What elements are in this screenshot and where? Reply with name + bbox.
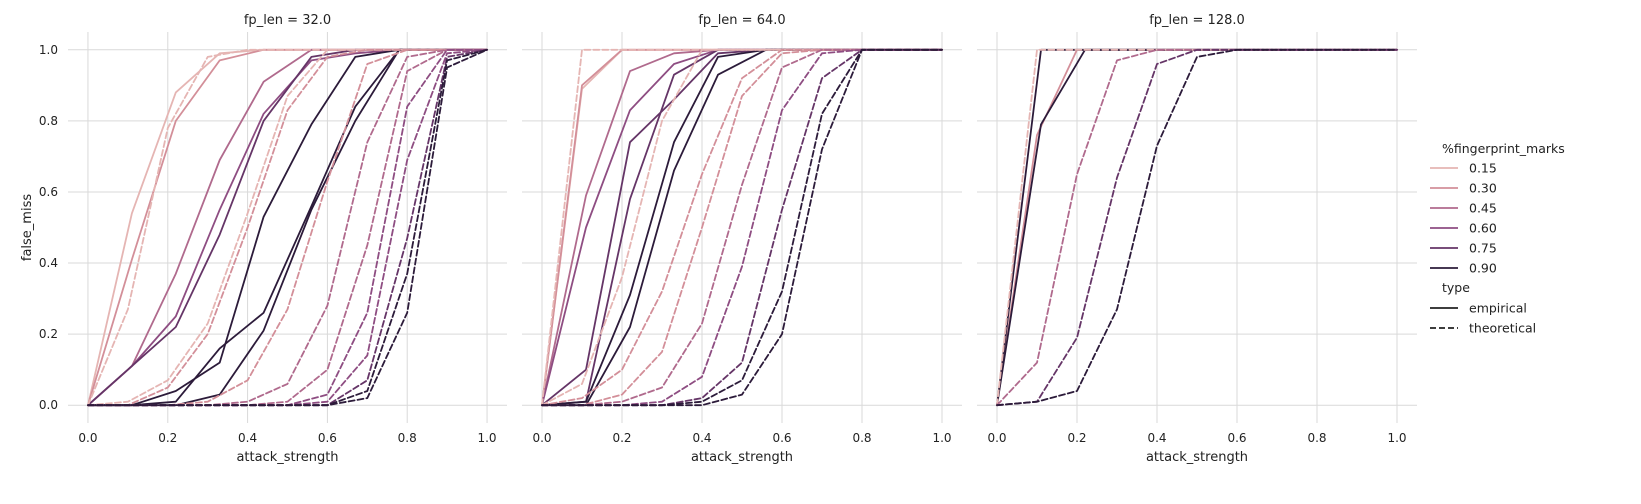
x-tick-label: 0.0: [78, 431, 97, 445]
series-line-empirical-030: [541, 48, 943, 407]
legend-label: 0.45: [1469, 201, 1497, 216]
series-line-theoretical-075: [996, 48, 1398, 407]
series-line-empirical-075: [541, 48, 943, 407]
series-line-empirical-060: [541, 48, 943, 407]
facet-title: fp_len = 128.0: [1149, 13, 1245, 28]
series-line-theoretical-090: [541, 48, 943, 407]
x-tick-label: 0.8: [1307, 431, 1326, 445]
y-tick-label: 1.0: [39, 43, 58, 57]
legend-title-hue: %fingerprint_marks: [1442, 141, 1565, 156]
x-tick-label: 0.4: [238, 431, 257, 445]
series-line-theoretical-060: [541, 48, 943, 407]
series-line-empirical-015: [541, 48, 943, 407]
series-line-empirical-090: [541, 48, 943, 407]
x-axis-label: attack_strength: [236, 450, 338, 465]
legend: %fingerprint_marks 0.15 0.30 0.45 0.60 0.75 0.…: [1430, 141, 1565, 336]
series-line-empirical-090: [996, 48, 1398, 407]
series-line-theoretical-090: [996, 48, 1398, 407]
y-tick-label: 0.8: [39, 114, 58, 128]
legend-label: 0.30: [1469, 181, 1497, 196]
legend-title-type: type: [1442, 280, 1470, 295]
series-line-theoretical-030: [541, 48, 943, 407]
series-line-empirical-090: [996, 48, 1398, 407]
series-line-empirical-075: [87, 48, 488, 407]
series-line-empirical-030: [996, 48, 1398, 407]
x-axis-label: attack_strength: [1146, 450, 1248, 465]
series-line-theoretical-015: [996, 48, 1398, 407]
facet-panel-1: fp_len = 32.0 0.0 0.2 0.4 0.6 0.8 1.0 attack_st…: [20, 13, 507, 465]
series-line-theoretical-090: [87, 48, 488, 407]
facet-title: fp_len = 32.0: [244, 13, 331, 28]
series-line-theoretical-030: [541, 48, 943, 407]
x-tick-label: 0.2: [1067, 431, 1086, 445]
x-tick-label: 0.2: [612, 431, 631, 445]
facet-panel-3: fp_len = 128.0 0.0 0.2 0.4 0.6 0.8 1.0 attack_s…: [977, 13, 1417, 465]
x-tick-label: 0.6: [1227, 431, 1246, 445]
x-tick-label: 0.2: [158, 431, 177, 445]
series-line-empirical-090: [541, 48, 943, 407]
x-tick-label: 0.8: [398, 431, 417, 445]
x-tick-label: 1.0: [477, 431, 496, 445]
series-line-theoretical-015: [541, 48, 943, 407]
x-tick-label: 0.4: [692, 431, 711, 445]
y-tick-label: 0.4: [39, 256, 58, 270]
x-tick-label: 0.0: [532, 431, 551, 445]
facet-title: fp_len = 64.0: [698, 13, 785, 28]
series-line-theoretical-045: [541, 48, 943, 407]
series-line-theoretical-075: [541, 48, 943, 407]
series-line-empirical-045: [541, 48, 943, 407]
x-tick-label: 1.0: [932, 431, 951, 445]
x-tick-label: 0.8: [852, 431, 871, 445]
x-tick-label: 0.6: [318, 431, 337, 445]
y-axis-label: false_miss: [20, 194, 35, 261]
facet-panel-2: fp_len = 64.0 0.0 0.2 0.4 0.6 0.8 1.0 attack_st…: [522, 13, 962, 465]
legend-label: theoretical: [1469, 321, 1536, 336]
series-line-theoretical-015: [541, 48, 943, 407]
series-line-empirical-075: [541, 48, 943, 407]
x-tick-label: 1.0: [1387, 431, 1406, 445]
x-tick-label: 0.4: [1147, 431, 1166, 445]
legend-label: empirical: [1469, 301, 1527, 316]
x-axis-label: attack_strength: [691, 450, 793, 465]
series-line-theoretical-045: [996, 48, 1398, 407]
x-tick-label: 0.6: [772, 431, 791, 445]
legend-label: 0.75: [1469, 241, 1497, 256]
legend-label: 0.90: [1469, 261, 1497, 276]
series-line-theoretical-090: [541, 48, 943, 407]
legend-label: 0.60: [1469, 221, 1497, 236]
y-tick-label: 0.2: [39, 327, 58, 341]
y-tick-label: 0.6: [39, 185, 58, 199]
legend-label: 0.15: [1469, 161, 1497, 176]
x-tick-label: 0.0: [987, 431, 1006, 445]
y-tick-label: 0.0: [39, 398, 58, 412]
